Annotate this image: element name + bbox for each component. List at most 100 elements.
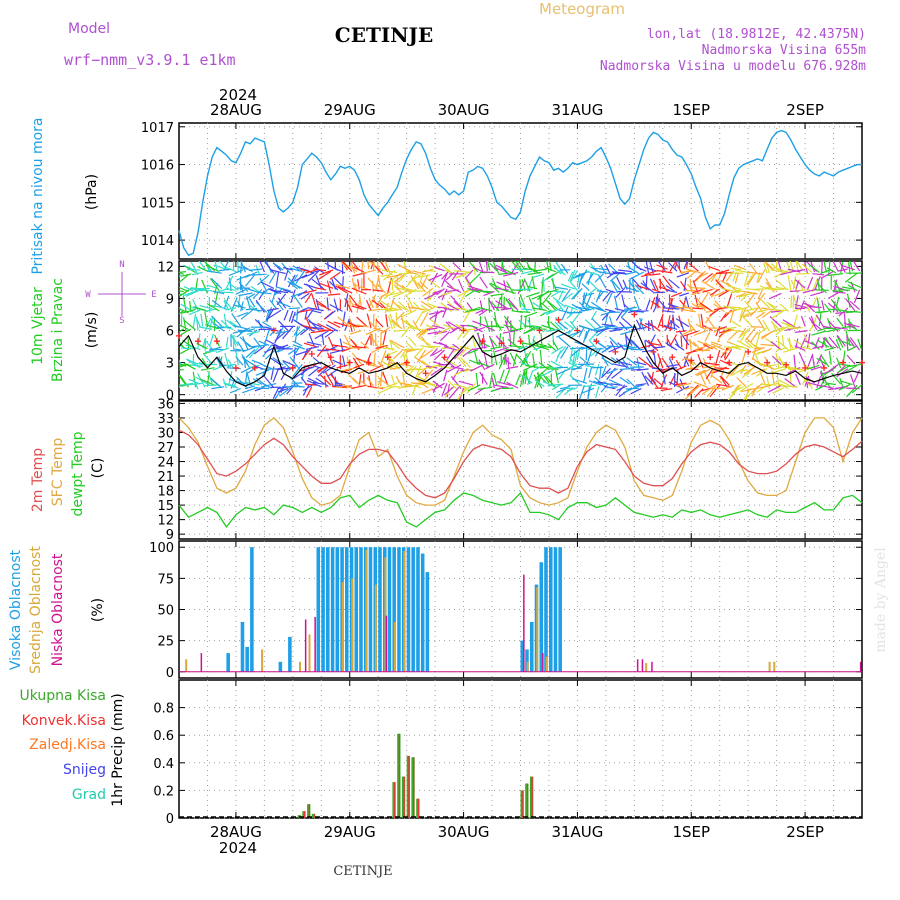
wind-arrow [696,368,711,377]
cloud-high-bar [544,547,548,672]
wind-arrow [429,318,441,328]
wind-arrow [601,357,614,366]
wind-arrow [594,364,600,376]
cloud-mid-bar [536,587,539,672]
wind-arrow [335,285,348,294]
wind-arrow [777,261,782,272]
wind-arrow [325,348,341,352]
ytick-label-temperature: 12 [157,514,174,529]
wind-arrow [773,266,787,273]
wind-arrow [209,333,214,346]
wind-arrow [324,329,336,338]
wind-arrow [679,270,694,274]
wind-arrow [747,271,763,275]
wind-arrow [675,330,687,333]
wind-arrow [506,366,519,370]
wind-arrow [384,350,398,358]
cloud-high-bar [368,547,373,672]
wind-arrow [343,334,351,346]
wind-arrow [810,366,822,371]
wind-arrow [541,371,550,384]
wind-arrow [496,381,512,386]
wind-arrow [443,369,448,382]
wind-arrow [204,384,217,387]
wind-arrow [300,366,313,372]
dewpt-line [178,491,863,529]
wind-arrow [789,367,792,384]
wind-arrow [205,264,220,273]
wind-arrow [590,310,597,321]
wind-arrow [751,382,763,393]
wind-arrow [510,262,519,275]
wind-arrow [756,292,766,305]
wind-arrow [276,293,287,306]
gust-marker [251,364,258,371]
wind-arrow [685,296,690,309]
wind-arrow [233,348,246,352]
cloud-high-bar [321,547,325,672]
gust-marker [289,364,296,371]
wind-arrow [601,323,616,327]
wind-arrow [614,295,619,311]
wind-arrow [817,310,829,314]
wind-arrow [847,323,860,328]
wind-arrow [801,346,813,351]
wind-arrow [382,371,389,386]
wind-arrow [609,340,616,351]
wind-arrow [821,261,823,274]
wind-arrow [495,264,507,272]
wind-arrow [291,274,299,285]
wind-arrow [561,292,574,302]
wind-arrow [570,365,574,377]
wind-arrow [334,261,337,270]
wind-arrow [445,348,455,362]
wind-arrow [692,348,704,352]
cloud-mid-label: Srednja Oblacnost [28,546,44,674]
wind-arrow [779,303,789,312]
wind-arrow [507,338,521,350]
wind-arrow [853,369,861,383]
compass-n: N [119,260,124,270]
cloud-high-bar [392,547,396,672]
wind-arrow [702,364,718,369]
wind-arrow [817,339,830,348]
wind-arrow [314,287,327,291]
wind-arrow [375,319,384,328]
wind-arrow [546,321,552,332]
wind-arrow [400,382,412,386]
wind-arrow [633,384,644,389]
wind-arrow [185,289,201,297]
wind-arrow [351,261,360,271]
gust-marker [536,327,543,334]
wind-arrow [606,290,614,305]
wind-arrow [307,270,320,283]
wind-arrow [402,319,417,329]
wind-arrow [674,343,685,351]
wind-arrow [776,326,789,331]
wind-arrow [462,385,472,394]
wind-arrow [574,349,578,365]
cloud-low-bar [636,659,639,672]
wind-arrow [825,382,836,386]
cloud-low-bar [542,653,544,672]
wind-arrow [782,385,799,388]
wind-arrow [269,299,277,309]
wind-arrow [218,325,234,330]
wind-arrow [734,272,740,284]
sfc-temp-label: SFC Temp [50,438,66,507]
wind-arrow [502,357,512,365]
wind-arrow [322,364,336,374]
wind-arrow [719,375,728,388]
wind-arrow [377,377,391,387]
wind-arrow [766,263,771,274]
wind-arrow [579,325,595,331]
wind-arrow [412,270,426,275]
wind-arrow [427,330,443,335]
wind-arrow [493,317,503,331]
wind-arrow [812,345,825,350]
ytick-label-clouds: 0 [166,666,174,681]
model-name: wrf−nmm_v3.9.1 e1km [64,51,236,69]
precip-conv-bar [304,811,306,818]
wind-arrow [243,357,256,367]
wind-arrow [374,387,386,389]
